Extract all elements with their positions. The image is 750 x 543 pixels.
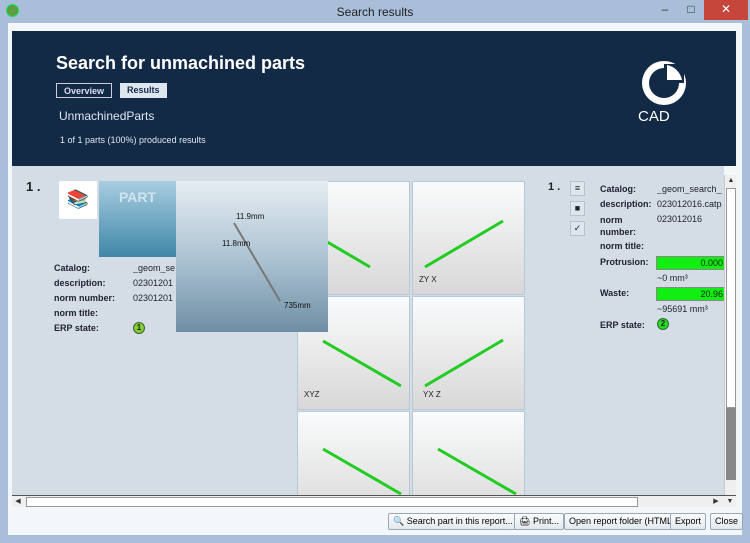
erp-state-badge: 2 <box>657 318 669 330</box>
scroll-right-arrow[interactable]: ▶ <box>713 498 719 505</box>
norm-title-label: norm title: <box>600 241 644 251</box>
axis-label: ZY X <box>419 275 437 284</box>
vertical-scrollbar[interactable]: ▲ <box>724 175 736 495</box>
catalog-label: Catalog: <box>54 263 90 273</box>
description-value: 02301201 <box>133 278 174 288</box>
part-icon[interactable]: ■ <box>570 201 585 216</box>
tree-icon[interactable]: ≡ <box>570 181 585 196</box>
result-index: 1 . <box>548 181 561 193</box>
horizontal-scroll-thumb[interactable] <box>26 497 638 507</box>
search-icon: 🔍 <box>393 516 405 526</box>
waste-volume: ~95691 mm³ <box>657 304 708 314</box>
preview-popup: 11.9mm 11.8mm 735mm <box>176 181 328 332</box>
print-button[interactable]: 🖨 Print... <box>514 513 564 530</box>
norm-number-value: 023012016 <box>657 214 703 224</box>
view-2[interactable]: ZY X <box>412 181 525 295</box>
waste-bar: 20.96 <box>656 287 724 301</box>
norm-number-label: norm number: <box>600 215 636 237</box>
close-window-button[interactable]: ✕ <box>704 0 748 20</box>
result-summary: 1 of 1 parts (100%) produced results <box>60 135 206 145</box>
waste-label: Waste: <box>600 288 630 298</box>
protrusion-bar: 0.000 <box>656 256 724 270</box>
export-button[interactable]: Export <box>670 513 707 530</box>
protrusion-label: Protrusion: <box>600 257 649 267</box>
search-part-button[interactable]: 🔍 Search part in this report... <box>388 513 518 530</box>
part-preview-thumbnail[interactable]: PART <box>99 181 179 257</box>
svg-text:CAD: CAD <box>638 108 670 125</box>
description-value: 023012016.catp <box>657 199 722 209</box>
catalog-value: _geom_search_ <box>657 184 722 194</box>
results-panel: 1 . 📚 PART Catalog: _geom_se description… <box>12 166 724 495</box>
catalog-value: _geom_se <box>133 263 176 273</box>
norm-number-value: 02301201 <box>133 293 174 303</box>
minimize-button[interactable]: – <box>661 2 669 16</box>
scroll-track[interactable] <box>726 408 736 480</box>
scroll-up-arrow[interactable]: ▲ <box>727 177 735 184</box>
description-label: description: <box>54 278 106 288</box>
scroll-down-arrow[interactable]: ▼ <box>726 498 734 505</box>
printer-icon: 🖨 <box>519 516 531 526</box>
protrusion-volume: ~0 mm³ <box>657 273 688 283</box>
dimension-label: 11.9mm <box>236 212 265 221</box>
axis-label: YX Z <box>423 390 441 399</box>
description-label: description: <box>600 199 652 209</box>
app-icon <box>6 4 19 17</box>
print-label: Print... <box>532 516 559 526</box>
part-catalog-icon[interactable]: 📚 <box>59 181 97 219</box>
erp-state-badge: 1 <box>133 322 145 334</box>
result-index: 1 . <box>26 179 41 194</box>
vertical-scroll-thumb[interactable] <box>726 188 736 408</box>
view-5[interactable] <box>297 411 410 495</box>
view-4[interactable]: YX Z <box>412 296 525 410</box>
norm-title-label: norm title: <box>54 308 98 318</box>
norm-number-label: norm number: <box>54 293 116 303</box>
search-part-label: Search part in this report... <box>406 516 513 526</box>
scroll-left-arrow[interactable]: ◀ <box>15 498 21 505</box>
view-6[interactable] <box>412 411 525 495</box>
window-title: Search results <box>336 5 414 19</box>
horizontal-scrollbar[interactable]: ◀ ▶ ▼ <box>12 495 736 507</box>
open-report-folder-button[interactable]: Open report folder (HTML) <box>564 513 681 530</box>
report-header: Search for unmachined parts Overview Res… <box>12 31 736 166</box>
erp-state-label: ERP state: <box>54 323 99 333</box>
page-title: Search for unmachined parts <box>56 53 306 73</box>
erp-state-label: ERP state: <box>600 320 645 330</box>
report-subtitle: UnmachinedParts <box>59 109 155 123</box>
dimension-label: 11.8mm <box>222 239 251 248</box>
axis-label: XYZ <box>304 390 320 399</box>
cadenas-logo: CAD <box>638 61 686 125</box>
dimension-label: 735mm <box>284 301 311 310</box>
catalog-label: Catalog: <box>600 184 636 194</box>
tab-overview[interactable]: Overview <box>56 83 113 98</box>
close-button[interactable]: Close <box>710 513 744 530</box>
title-bar: Search results – □ ✕ <box>0 0 750 24</box>
preview-watermark: PART <box>119 189 157 205</box>
maximize-button[interactable]: □ <box>687 2 695 16</box>
check-icon[interactable]: ✓ <box>570 221 585 236</box>
tab-results[interactable]: Results <box>120 83 167 98</box>
